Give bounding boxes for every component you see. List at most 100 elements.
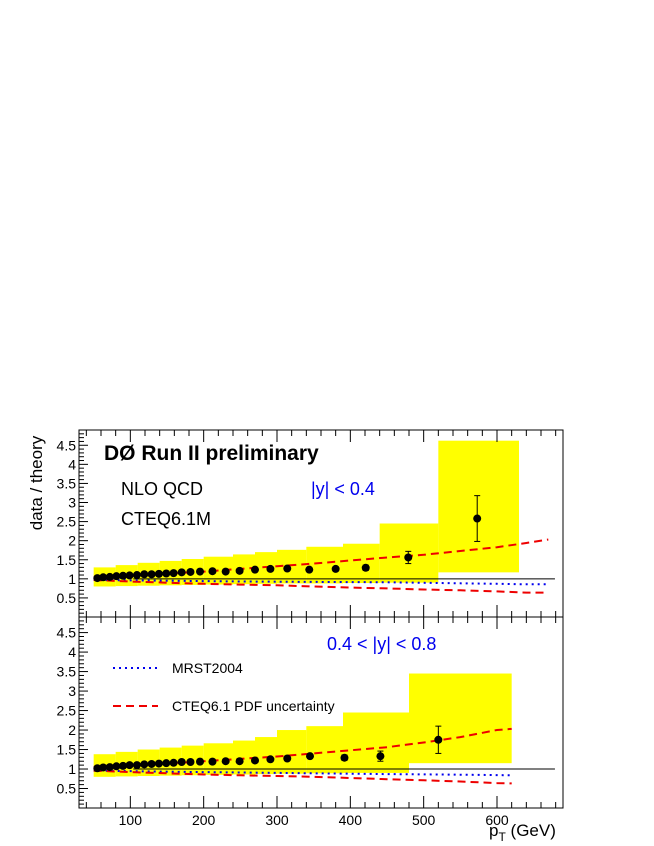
data-point xyxy=(196,567,204,576)
y-tick-label: 2 xyxy=(68,722,76,738)
x-tick-label: 100 xyxy=(119,812,143,828)
data-point xyxy=(434,735,443,744)
data-point xyxy=(140,570,149,579)
data-point xyxy=(331,564,340,573)
data-point xyxy=(221,757,230,766)
systematic-band-bin xyxy=(343,543,380,584)
y-tick-label: 3.5 xyxy=(57,475,77,491)
systematic-band-bin xyxy=(438,440,519,573)
x-tick-label: 400 xyxy=(339,812,363,828)
bottom-rapidity-label: 0.4 < |y| < 0.8 xyxy=(327,634,436,654)
data-point xyxy=(125,761,134,770)
data-point xyxy=(99,763,108,772)
data-point xyxy=(140,760,149,769)
y-axis-title: data / theory xyxy=(27,435,46,530)
data-point xyxy=(177,758,186,767)
x-tick-label: 600 xyxy=(485,812,509,828)
data-point xyxy=(154,759,163,768)
data-point xyxy=(251,565,259,574)
pdf-label: CTEQ6.1M xyxy=(121,509,211,529)
data-point xyxy=(147,570,156,579)
systematic-band-bin xyxy=(233,740,255,775)
systematic-band-bin xyxy=(379,523,439,583)
data-point xyxy=(376,752,385,761)
data-point xyxy=(208,757,217,766)
y-tick-label: 1.5 xyxy=(57,742,77,758)
data-point xyxy=(93,574,102,583)
y-tick-label: 1.5 xyxy=(57,552,77,568)
systematic-band-bin xyxy=(255,737,277,775)
data-point xyxy=(112,572,121,581)
y-tick-label: 4.5 xyxy=(57,437,77,453)
data-point xyxy=(208,567,217,576)
y-tick-label: 4 xyxy=(68,644,76,660)
y-tick-label: 2 xyxy=(68,533,76,549)
systematic-band-bin xyxy=(277,730,307,774)
data-point xyxy=(186,758,195,767)
systematic-band-bin xyxy=(343,712,409,773)
data-point xyxy=(162,569,171,578)
mrst2004-curve xyxy=(93,769,512,777)
data-point xyxy=(132,761,141,770)
systematic-band-bin xyxy=(306,726,343,774)
cteq-pdf-lower-curve xyxy=(93,769,512,785)
data-point xyxy=(235,757,244,766)
theory-label: NLO QCD xyxy=(121,479,203,499)
data-point xyxy=(99,573,108,582)
y-tick-label: 0.5 xyxy=(57,781,77,797)
systematic-band-bin xyxy=(306,546,343,584)
data-point xyxy=(93,764,102,773)
mrst2004-curve xyxy=(93,579,549,586)
data-point xyxy=(266,755,275,764)
data-point xyxy=(305,565,314,574)
data-point xyxy=(266,564,275,573)
data-point xyxy=(186,567,195,576)
data-point xyxy=(340,753,349,762)
data-point xyxy=(169,758,178,767)
data-point xyxy=(473,514,482,523)
data-point xyxy=(112,762,121,771)
y-tick-label: 3 xyxy=(68,495,76,511)
y-tick-label: 1 xyxy=(68,761,76,777)
y-tick-label: 2.5 xyxy=(57,514,77,530)
data-point xyxy=(169,569,178,578)
data-point xyxy=(404,553,413,562)
y-tick-label: 4 xyxy=(68,456,76,472)
cteq-pdf-lower-curve xyxy=(93,579,549,594)
legend-mrst-label: MRST2004 xyxy=(172,660,243,676)
data-point xyxy=(361,563,370,572)
data-point xyxy=(283,564,292,573)
data-point xyxy=(105,572,114,581)
y-tick-label: 1 xyxy=(68,571,76,587)
data-point xyxy=(154,569,163,578)
x-axis-title: pT (GeV) xyxy=(489,821,556,844)
y-tick-label: 0.5 xyxy=(57,590,77,606)
data-point xyxy=(125,571,134,580)
experiment-label: DØ Run II preliminary xyxy=(104,442,319,465)
legend-cteq-label: CTEQ6.1 PDF uncertainty xyxy=(172,698,335,714)
y-tick-label: 2.5 xyxy=(57,703,77,719)
data-point xyxy=(132,571,141,580)
x-tick-label: 300 xyxy=(265,812,289,828)
data-point xyxy=(177,568,186,577)
top-rapidity-label: |y| < 0.4 xyxy=(311,479,375,499)
data-point xyxy=(119,761,127,770)
data-point xyxy=(196,757,204,766)
data-point xyxy=(306,752,314,761)
systematic-band-bin xyxy=(409,673,512,764)
data-point xyxy=(147,759,156,768)
data-point xyxy=(221,567,230,576)
data-point xyxy=(283,754,292,763)
data-point xyxy=(251,756,259,765)
y-tick-label: 3.5 xyxy=(57,664,77,680)
y-tick-label: 4.5 xyxy=(57,625,77,641)
data-point xyxy=(105,763,114,772)
y-tick-label: 3 xyxy=(68,683,76,699)
bottom-panel: 0.5 1 1.5 2 2.5 3 3.5 4 4.5 100 200 300 400 500 600 xyxy=(57,616,564,828)
data-point xyxy=(162,759,171,768)
x-tick-label: 200 xyxy=(192,812,216,828)
data-point xyxy=(119,571,127,580)
cteq-pdf-upper-curve xyxy=(93,727,512,769)
x-tick-label: 500 xyxy=(412,812,436,828)
